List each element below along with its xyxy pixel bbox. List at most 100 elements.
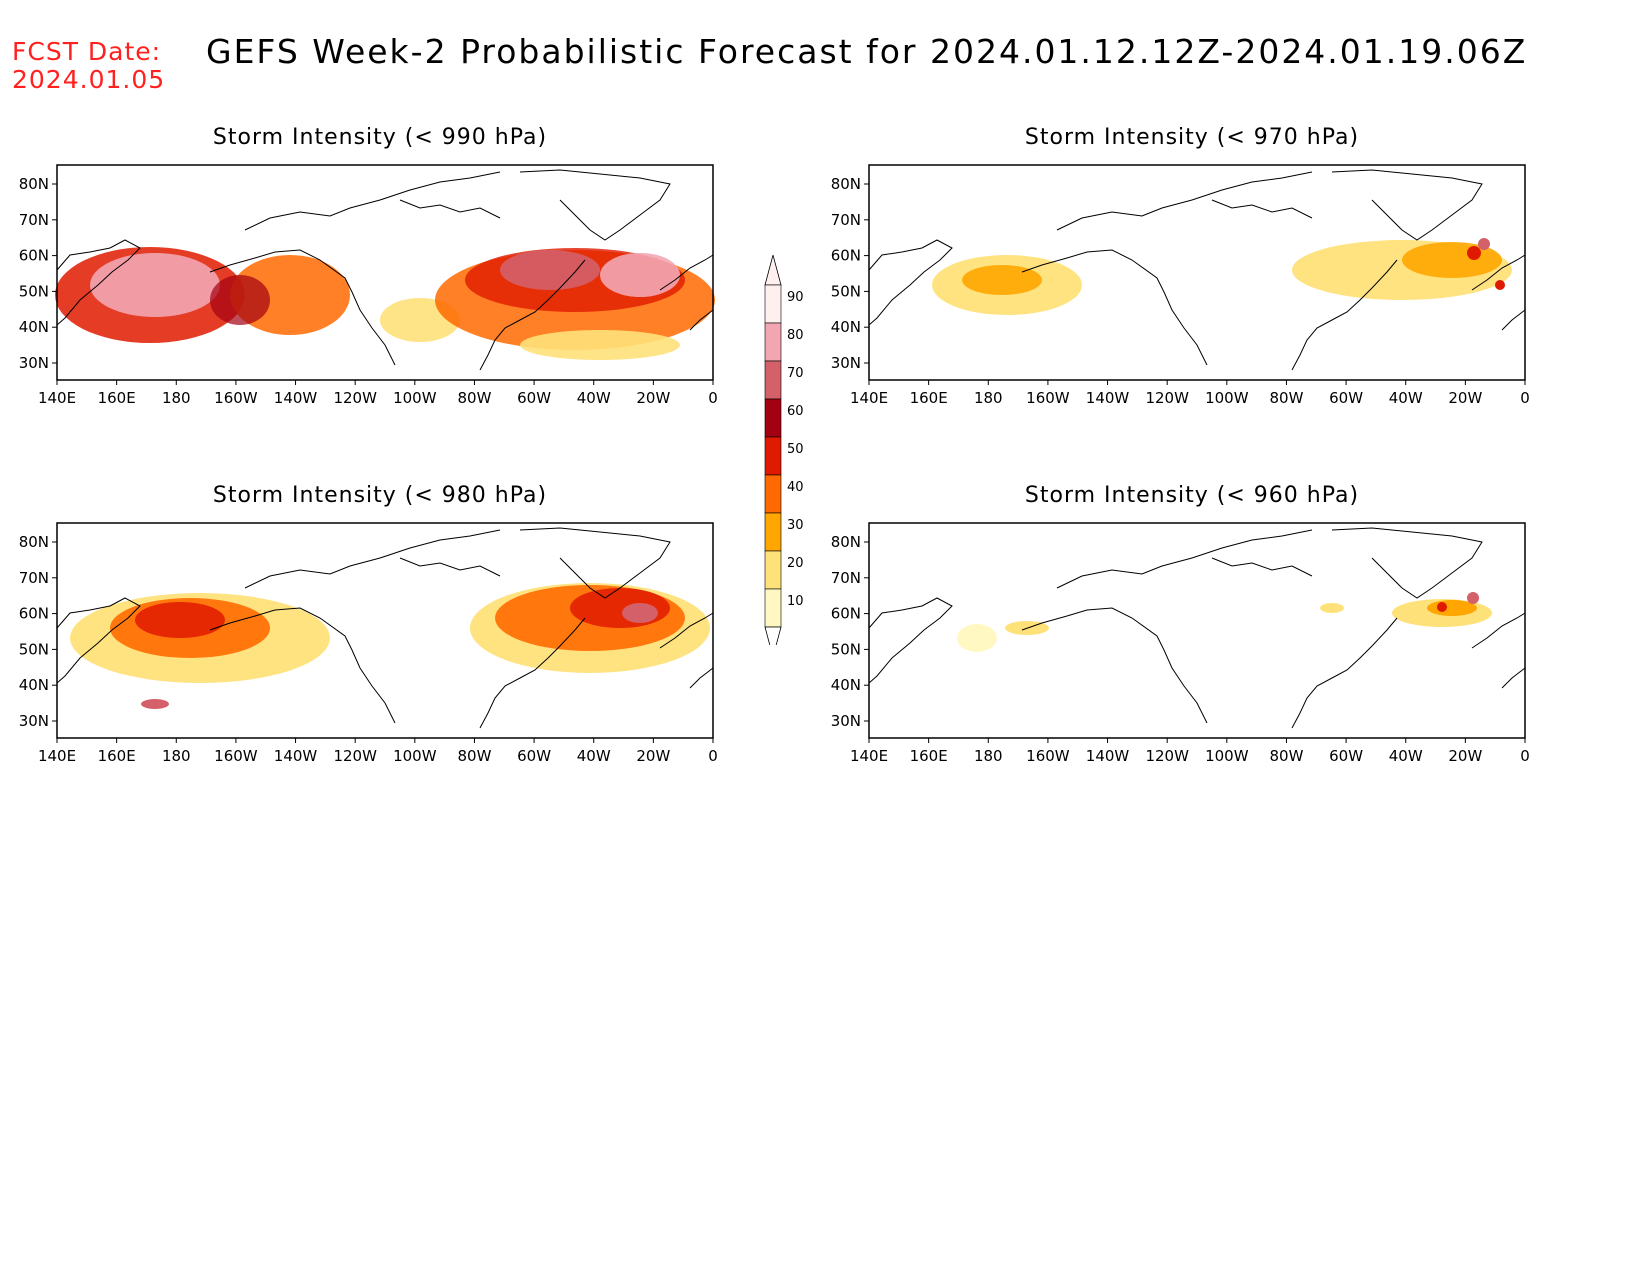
lon-label: 180 [974, 747, 1003, 765]
lon-label: 140W [274, 389, 318, 407]
lon-label: 160E [910, 389, 948, 407]
map-frame [868, 164, 1526, 381]
lon-label: 80W [457, 389, 491, 407]
lon-label: 180 [162, 747, 191, 765]
map-970: 80N 70N 60N 50N 40N 30N 140E 160E 180 160W 140W 120… [831, 164, 1530, 407]
lon-label: 100W [393, 747, 437, 765]
lon-label: 160W [214, 747, 258, 765]
lon-label: 160W [214, 389, 258, 407]
lat-label: 50N [831, 640, 861, 658]
lat-label: 70N [19, 569, 49, 587]
fcst-date-value: 2024.01.05 [12, 65, 166, 94]
lon-label: 60W [517, 747, 551, 765]
map-980: 80N 70N 60N 50N 40N 30N 140E 160E 180 160W 140W 120… [19, 522, 718, 765]
lon-label: 20W [636, 389, 670, 407]
lat-label: 70N [831, 569, 861, 587]
colorbar-tick-label: 90 [787, 290, 804, 305]
lon-label: 160E [98, 747, 136, 765]
fcst-date-caption: FCST Date: [12, 37, 162, 66]
lon-label: 0 [708, 747, 718, 765]
lon-label: 160W [1026, 389, 1070, 407]
colorbar-swatch [764, 398, 782, 438]
lat-label: 60N [831, 605, 861, 623]
lon-label: 140E [850, 747, 888, 765]
panel-title-980: Storm Intensity (< 980 hPa) [212, 483, 548, 508]
lon-label: 140E [38, 747, 76, 765]
colorbar-bottom-arrow [764, 626, 782, 645]
lon-label: 40W [577, 747, 611, 765]
lon-label: 0 [1520, 389, 1530, 407]
lon-label: 20W [636, 747, 670, 765]
colorbar-swatch [764, 436, 782, 476]
lon-label: 160E [910, 747, 948, 765]
lon-label: 40W [577, 389, 611, 407]
lon-label: 40W [1389, 747, 1423, 765]
lat-label: 40N [831, 676, 861, 694]
colorbar-tick-label: 60 [787, 404, 804, 419]
lat-label: 40N [831, 318, 861, 336]
map-frame [868, 522, 1526, 739]
colorbar-tick-label: 70 [787, 366, 804, 381]
coastline [56, 527, 714, 729]
panel-title-970: Storm Intensity (< 970 hPa) [1024, 125, 1360, 150]
colorbar-swatch [764, 360, 782, 400]
colorbar-swatch [764, 512, 782, 552]
map-frame [56, 164, 714, 381]
colorbar-tick-label: 10 [787, 594, 804, 609]
lon-label: 60W [1329, 747, 1363, 765]
colorbar-tick-label: 40 [787, 480, 804, 495]
coastline [868, 527, 1526, 729]
colorbar-swatch [764, 322, 782, 362]
lon-label: 0 [708, 389, 718, 407]
lon-label: 80W [457, 747, 491, 765]
coastline [868, 169, 1526, 371]
colorbar-top-arrow [764, 255, 782, 286]
lat-label: 30N [831, 712, 861, 730]
lat-label: 40N [19, 676, 49, 694]
lon-label: 60W [1329, 389, 1363, 407]
lat-label: 60N [19, 247, 49, 265]
lon-label: 80W [1269, 747, 1303, 765]
lon-label: 140W [1086, 747, 1130, 765]
lon-label: 100W [1205, 389, 1249, 407]
lon-label: 140W [1086, 389, 1130, 407]
lat-label: 70N [19, 211, 49, 229]
panel-960: Storm Intensity (< 960 hPa) 80N 70N 60N 50N… [812, 478, 1572, 778]
lon-label: 100W [393, 389, 437, 407]
panel-980: Storm Intensity (< 980 hPa) 80N 70N 60N 50N… [0, 478, 760, 778]
lat-label: 50N [19, 282, 49, 300]
lat-label: 50N [831, 282, 861, 300]
lon-label: 140W [274, 747, 318, 765]
lon-label: 20W [1448, 389, 1482, 407]
lon-label: 140E [38, 389, 76, 407]
colorbar-swatch [764, 474, 782, 514]
forecast-date-label: FCST Date: 2024.01.05 [12, 38, 165, 94]
panel-title-990: Storm Intensity (< 990 hPa) [212, 125, 548, 150]
colorbar-swatch [764, 588, 782, 628]
lat-label: 80N [19, 533, 49, 551]
lon-label: 160W [1026, 747, 1070, 765]
colorbar-tick-label: 50 [787, 442, 804, 457]
map-frame [56, 522, 714, 739]
lon-label: 100W [1205, 747, 1249, 765]
lat-label: 50N [19, 640, 49, 658]
colorbar-tick-label: 30 [787, 518, 804, 533]
colorbar-tick-label: 80 [787, 328, 804, 343]
lon-label: 120W [1145, 747, 1189, 765]
coastline [56, 169, 714, 371]
lon-label: 180 [974, 389, 1003, 407]
lat-label: 30N [19, 354, 49, 372]
lat-label: 60N [19, 605, 49, 623]
lon-label: 40W [1389, 389, 1423, 407]
lon-label: 0 [1520, 747, 1530, 765]
lon-label: 20W [1448, 747, 1482, 765]
colorbar-swatch [764, 284, 782, 324]
lon-label: 140E [850, 389, 888, 407]
lon-label: 160E [98, 389, 136, 407]
lon-label: 180 [162, 389, 191, 407]
panel-title-960: Storm Intensity (< 960 hPa) [1024, 483, 1360, 508]
lat-label: 80N [831, 533, 861, 551]
lon-label: 120W [333, 389, 377, 407]
colorbar-swatch [764, 550, 782, 590]
lat-label: 70N [831, 211, 861, 229]
